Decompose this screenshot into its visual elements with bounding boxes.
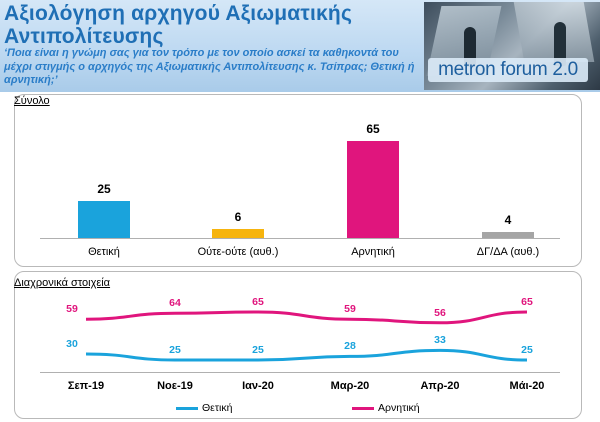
bar-category-label: Αρνητική bbox=[351, 246, 395, 258]
line-point-label: 33 bbox=[434, 334, 446, 347]
x-tick-label: Μαρ-20 bbox=[330, 380, 370, 392]
line-point-label: 56 bbox=[434, 306, 446, 319]
legend-positive: Θετική bbox=[176, 402, 232, 414]
line-point-label: 25 bbox=[521, 344, 533, 356]
bar-2 bbox=[212, 229, 264, 238]
bar-category-label: Ούτε-ούτε (αυθ.) bbox=[197, 246, 279, 258]
totals-panel-title: Σύνολο bbox=[14, 95, 50, 107]
legend-negative-label: Αρνητική bbox=[378, 402, 420, 414]
page-title: Αξιολόγηση αρχηγού Αξιωματικής Αντιπολίτ… bbox=[4, 2, 353, 48]
legend-positive-swatch bbox=[176, 406, 198, 410]
survey-question: ‘Ποια είναι η γνώμη σας για τον τρόπο με… bbox=[4, 47, 415, 86]
trend-panel-title: Διαχρονικά στοιχεία bbox=[14, 277, 111, 289]
bar-value-label: 25 bbox=[97, 181, 111, 196]
legend-positive-label: Θετική bbox=[202, 402, 233, 414]
legend-negative-swatch bbox=[352, 406, 374, 410]
line-point-label: 64 bbox=[169, 297, 181, 310]
x-tick-label: Σεπ-19 bbox=[67, 380, 105, 392]
bar-chart-baseline bbox=[40, 238, 560, 239]
line-point-label: 65 bbox=[521, 296, 533, 308]
legend-negative: Αρνητική bbox=[352, 402, 420, 414]
bar-value-label: 6 bbox=[234, 210, 242, 225]
bar-4 bbox=[482, 232, 534, 238]
line-point-label: 30 bbox=[66, 338, 78, 350]
logo-text: metron forum 2.0 bbox=[428, 58, 588, 82]
bar-1 bbox=[78, 200, 130, 238]
line-point-label: 59 bbox=[344, 303, 356, 316]
x-tick-label: Νοε-19 bbox=[157, 380, 193, 392]
bar-category-label: ΔΓ/ΔΑ (αυθ.) bbox=[476, 246, 540, 258]
series-line-negative bbox=[85, 310, 528, 325]
line-point-label: 59 bbox=[66, 303, 78, 316]
x-tick-label: Απρ-20 bbox=[420, 380, 460, 392]
x-tick-label: Ιαν-20 bbox=[242, 380, 274, 392]
line-point-label: 25 bbox=[169, 344, 181, 356]
x-tick-label: Μάι-20 bbox=[509, 380, 545, 392]
line-chart-baseline bbox=[40, 372, 560, 373]
line-point-label: 25 bbox=[252, 344, 264, 356]
trend-panel bbox=[14, 271, 582, 419]
bar-3 bbox=[347, 141, 399, 238]
series-line-positive bbox=[85, 348, 528, 362]
bar-value-label: 65 bbox=[366, 122, 380, 137]
bar-category-label: Θετική bbox=[88, 246, 120, 258]
bar-value-label: 4 bbox=[504, 213, 512, 228]
line-point-label: 65 bbox=[252, 296, 264, 308]
line-point-label: 28 bbox=[344, 340, 356, 353]
